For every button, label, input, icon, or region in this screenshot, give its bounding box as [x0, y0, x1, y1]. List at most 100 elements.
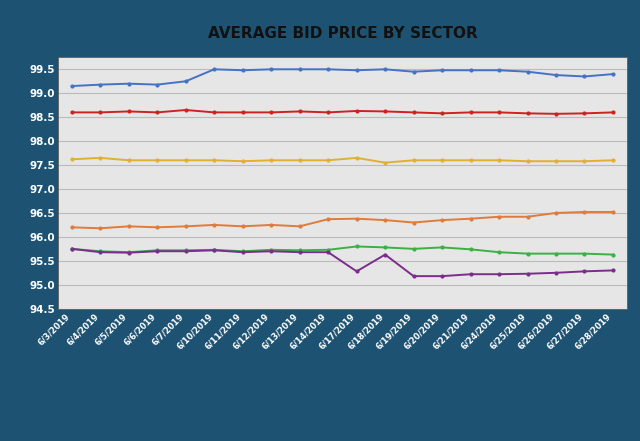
Insurance: [495, 67, 503, 73]
Insurance: [182, 78, 189, 84]
Transportation: Consumer: (6, 98.6): Consumer: (6, 98.6): [239, 110, 246, 115]
Real Estate: [68, 157, 76, 162]
Line: Real Estate: Real Estate: [70, 156, 615, 165]
Real Estate: [125, 157, 132, 163]
Environmental Industries: [296, 224, 303, 229]
Environmental Industries: [353, 216, 360, 221]
Capital Equipment: [580, 269, 588, 274]
All Industries: [125, 250, 132, 255]
Capital Equipment: [495, 272, 503, 277]
Insurance: [410, 69, 417, 75]
Insurance: [211, 67, 218, 72]
Environmental Industries: [97, 226, 104, 231]
Insurance: [68, 83, 76, 89]
Insurance: [580, 74, 588, 79]
Real Estate: [268, 157, 275, 163]
Capital Equipment: [125, 250, 132, 255]
Transportation: Consumer: (7, 98.6): Consumer: (7, 98.6): [268, 110, 275, 115]
Insurance: [467, 67, 474, 73]
Real Estate: [182, 157, 189, 163]
Real Estate: [580, 159, 588, 164]
Transportation: Consumer: (9, 98.6): Consumer: (9, 98.6): [324, 110, 332, 115]
All Industries: [268, 247, 275, 252]
All Industries: [410, 246, 417, 251]
Environmental Industries: [410, 220, 417, 225]
Transportation: Consumer: (18, 98.6): Consumer: (18, 98.6): [580, 111, 588, 116]
Transportation: Consumer: (8, 98.6): Consumer: (8, 98.6): [296, 109, 303, 114]
Real Estate: [353, 155, 360, 161]
Environmental Industries: [268, 222, 275, 228]
Capital Equipment: [381, 252, 389, 257]
Line: All Industries: All Industries: [70, 244, 615, 257]
All Industries: [381, 245, 389, 250]
Real Estate: [495, 157, 503, 163]
Transportation: Consumer: (16, 98.6): Consumer: (16, 98.6): [524, 111, 531, 116]
Real Estate: [324, 157, 332, 163]
Text: AVERAGE BID PRICE BY SECTOR: AVERAGE BID PRICE BY SECTOR: [207, 26, 477, 41]
Capital Equipment: [68, 246, 76, 251]
Real Estate: [438, 157, 446, 163]
Real Estate: [296, 157, 303, 163]
All Industries: [68, 246, 76, 251]
Capital Equipment: [182, 249, 189, 254]
Insurance: [125, 81, 132, 86]
Environmental Industries: [580, 209, 588, 215]
All Industries: [552, 251, 560, 256]
Capital Equipment: [324, 250, 332, 255]
Capital Equipment: [154, 249, 161, 254]
Real Estate: [239, 159, 246, 164]
Capital Equipment: [239, 250, 246, 255]
Environmental Industries: [239, 224, 246, 229]
Environmental Industries: [524, 214, 531, 220]
Environmental Industries: [211, 222, 218, 228]
Capital Equipment: [268, 249, 275, 254]
Insurance: [268, 67, 275, 72]
Real Estate: [154, 157, 161, 163]
Transportation: Consumer: (0, 98.6): Consumer: (0, 98.6): [68, 110, 76, 115]
Capital Equipment: [524, 271, 531, 277]
Real Estate: [609, 157, 617, 163]
Capital Equipment: [552, 270, 560, 276]
All Industries: [467, 247, 474, 252]
Insurance: [324, 67, 332, 72]
Insurance: [154, 82, 161, 87]
Transportation: Consumer: (13, 98.6): Consumer: (13, 98.6): [438, 111, 446, 116]
Capital Equipment: [97, 250, 104, 255]
Insurance: [438, 67, 446, 73]
Capital Equipment: [211, 248, 218, 253]
Transportation: Consumer: (15, 98.6): Consumer: (15, 98.6): [495, 110, 503, 115]
Line: Environmental Industries: Environmental Industries: [70, 210, 615, 230]
All Industries: [296, 248, 303, 253]
Capital Equipment: [353, 269, 360, 274]
All Industries: [154, 248, 161, 253]
All Industries: [324, 247, 332, 252]
Real Estate: [524, 159, 531, 164]
Real Estate: [97, 155, 104, 161]
Transportation: Consumer: (17, 98.6): Consumer: (17, 98.6): [552, 111, 560, 116]
Insurance: [97, 82, 104, 87]
Insurance: [353, 67, 360, 73]
Capital Equipment: [410, 273, 417, 279]
Real Estate: [381, 160, 389, 165]
Real Estate: [211, 157, 218, 163]
Insurance: [524, 69, 531, 75]
Real Estate: [467, 157, 474, 163]
Environmental Industries: [467, 216, 474, 221]
All Industries: [609, 252, 617, 257]
Environmental Industries: [68, 224, 76, 230]
Environmental Industries: [324, 217, 332, 222]
All Industries: [353, 244, 360, 249]
Capital Equipment: [609, 268, 617, 273]
All Industries: [495, 250, 503, 255]
Capital Equipment: [438, 273, 446, 279]
Capital Equipment: [467, 272, 474, 277]
Environmental Industries: [495, 214, 503, 220]
Capital Equipment: [296, 250, 303, 255]
All Industries: [524, 251, 531, 256]
Environmental Industries: [125, 224, 132, 229]
Line: Capital Equipment: Capital Equipment: [70, 247, 615, 278]
Insurance: [552, 72, 560, 78]
Line: Insurance: Insurance: [70, 67, 615, 88]
Transportation: Consumer: (10, 98.6): Consumer: (10, 98.6): [353, 108, 360, 114]
All Industries: [438, 245, 446, 250]
